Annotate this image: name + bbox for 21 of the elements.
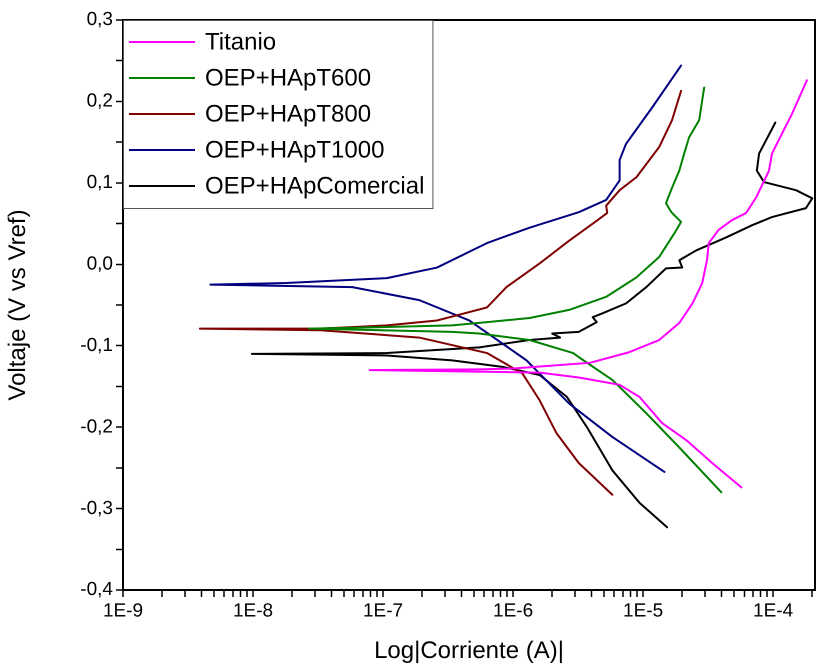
y-tick-label: -0,2 xyxy=(80,416,113,438)
legend-label: Titanio xyxy=(205,28,276,56)
x-tick-label: 1E-9 xyxy=(102,600,144,622)
x-tick-label: 1E-7 xyxy=(362,600,404,622)
legend-label: OEP+HApT1000 xyxy=(205,136,384,164)
legend-label: OEP+HApT800 xyxy=(205,100,372,128)
x-tick-label: 1E-6 xyxy=(492,600,534,622)
x-tick-label: 1E-4 xyxy=(753,600,794,622)
legend-label: OEP+HApT600 xyxy=(205,64,372,92)
legend-label: OEP+HApComercial xyxy=(205,172,424,200)
y-tick-label: -0,4 xyxy=(80,579,114,600)
y-tick-label: -0,3 xyxy=(80,498,113,519)
x-axis-title: Log|Corriente (A)| xyxy=(374,637,564,664)
y-axis-title: Voltaje (V vs Vref) xyxy=(4,209,32,401)
y-tick-label: 0,1 xyxy=(86,172,113,194)
x-tick-label: 1E-5 xyxy=(623,600,664,622)
y-tick-label: 0,3 xyxy=(86,9,113,30)
y-tick-label: -0,1 xyxy=(80,334,113,356)
x-tick-label: 1E-8 xyxy=(232,600,274,622)
y-tick-label: 0,0 xyxy=(86,254,113,275)
y-tick-label: 0,2 xyxy=(86,90,113,112)
